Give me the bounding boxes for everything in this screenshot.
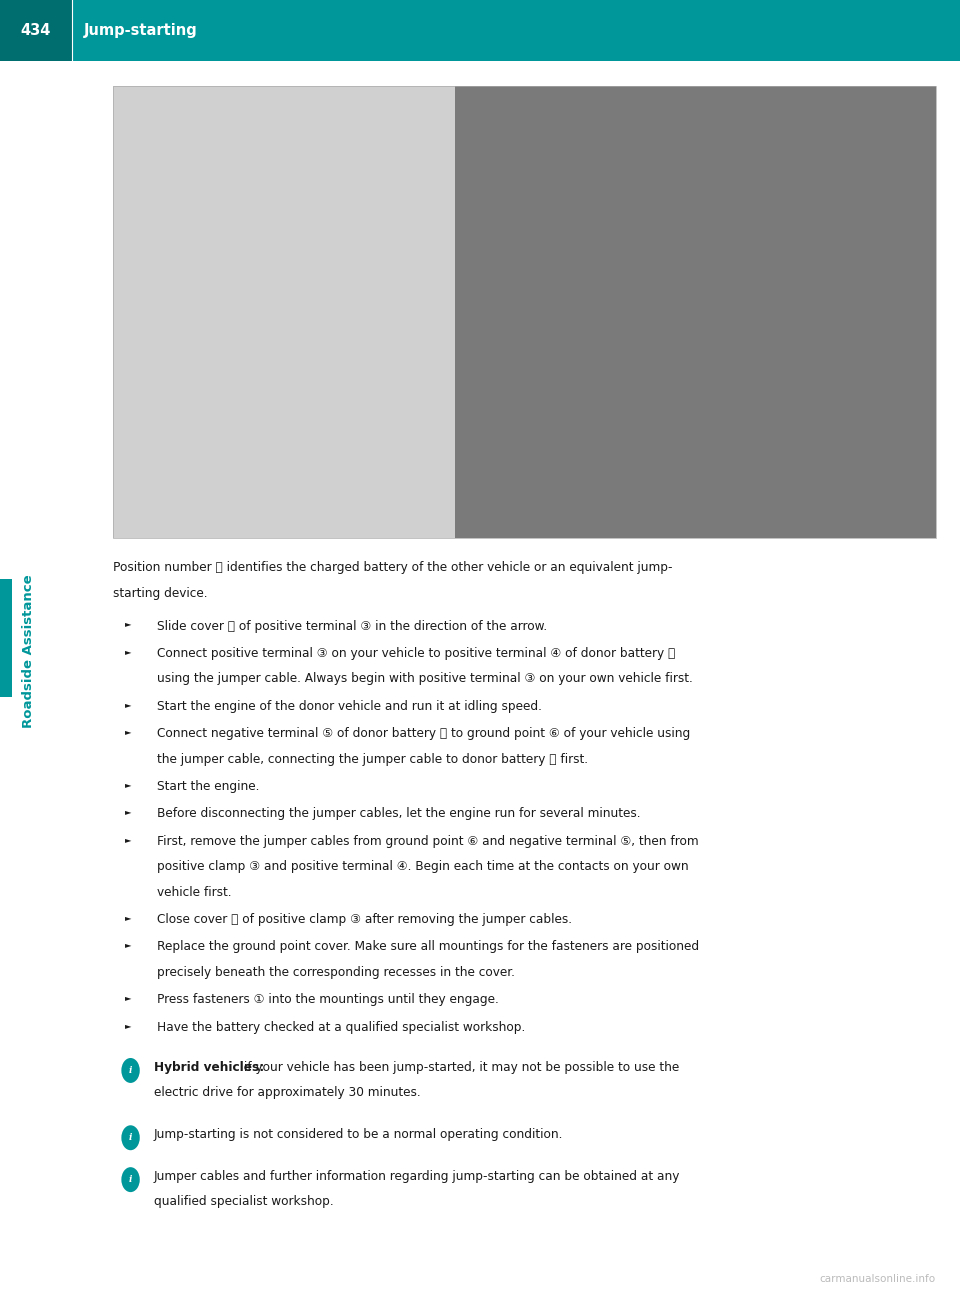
Text: ►: ► — [125, 807, 132, 816]
Text: Connect positive terminal ③ on your vehicle to positive terminal ④ of donor batt: Connect positive terminal ③ on your vehi… — [157, 647, 676, 660]
Bar — [455, 86, 936, 538]
Text: Position number ⓘ identifies the charged battery of the other vehicle or an equi: Position number ⓘ identifies the charged… — [113, 561, 673, 574]
Text: Jumper cables and further information regarding jump-starting can be obtained at: Jumper cables and further information re… — [154, 1170, 680, 1184]
Text: Before disconnecting the jumper cables, let the engine run for several minutes.: Before disconnecting the jumper cables, … — [157, 807, 641, 820]
Text: ►: ► — [125, 913, 132, 922]
Bar — [113, 86, 455, 538]
Text: ►: ► — [125, 728, 132, 736]
Text: Press fasteners ① into the mountings until they engage.: Press fasteners ① into the mountings unt… — [157, 993, 499, 1006]
Text: if your vehicle has been jump-started, it may not be possible to use the: if your vehicle has been jump-started, i… — [240, 1061, 679, 1074]
Text: i: i — [129, 1176, 132, 1184]
Text: 434: 434 — [21, 22, 51, 38]
Text: Hybrid vehicles:: Hybrid vehicles: — [154, 1061, 264, 1074]
Text: ►: ► — [125, 993, 132, 1003]
Text: electric drive for approximately 30 minutes.: electric drive for approximately 30 minu… — [154, 1086, 420, 1099]
Text: precisely beneath the corresponding recesses in the cover.: precisely beneath the corresponding rece… — [157, 966, 516, 979]
Text: Have the battery checked at a qualified specialist workshop.: Have the battery checked at a qualified … — [157, 1021, 526, 1034]
Text: Close cover ⓖ of positive clamp ③ after removing the jumper cables.: Close cover ⓖ of positive clamp ③ after … — [157, 913, 572, 926]
Text: starting device.: starting device. — [113, 586, 207, 599]
Text: ►: ► — [125, 699, 132, 708]
Text: carmanualsonline.info: carmanualsonline.info — [820, 1273, 936, 1284]
Text: Slide cover ⓖ of positive terminal ③ in the direction of the arrow.: Slide cover ⓖ of positive terminal ③ in … — [157, 620, 547, 633]
Text: Replace the ground point cover. Make sure all mountings for the fasteners are po: Replace the ground point cover. Make sur… — [157, 940, 700, 953]
Text: ►: ► — [125, 647, 132, 656]
Bar — [0, 579, 12, 697]
Text: ►: ► — [125, 780, 132, 789]
Text: Start the engine of the donor vehicle and run it at idling speed.: Start the engine of the donor vehicle an… — [157, 699, 542, 712]
Text: ►: ► — [125, 620, 132, 629]
Text: ►: ► — [125, 940, 132, 949]
Text: ►: ► — [125, 1021, 132, 1030]
Circle shape — [121, 1167, 140, 1193]
Text: First, remove the jumper cables from ground point ⑥ and negative terminal ⑤, the: First, remove the jumper cables from gro… — [157, 835, 699, 848]
Text: vehicle first.: vehicle first. — [157, 885, 232, 898]
Bar — [113, 86, 936, 538]
Bar — [0, 0, 960, 60]
Circle shape — [121, 1125, 140, 1150]
Text: ►: ► — [125, 835, 132, 844]
Text: Roadside Assistance: Roadside Assistance — [22, 574, 36, 728]
Text: qualified specialist workshop.: qualified specialist workshop. — [154, 1195, 333, 1208]
Text: Jump-starting: Jump-starting — [84, 22, 197, 38]
Text: the jumper cable, connecting the jumper cable to donor battery ⓘ first.: the jumper cable, connecting the jumper … — [157, 753, 588, 766]
Text: Jump-starting is not considered to be a normal operating condition.: Jump-starting is not considered to be a … — [154, 1128, 563, 1141]
Text: using the jumper cable. Always begin with positive terminal ③ on your own vehicl: using the jumper cable. Always begin wit… — [157, 672, 693, 685]
Text: i: i — [129, 1066, 132, 1075]
Text: Start the engine.: Start the engine. — [157, 780, 260, 793]
Text: Connect negative terminal ⑤ of donor battery ⓘ to ground point ⑥ of your vehicle: Connect negative terminal ⑤ of donor bat… — [157, 728, 690, 741]
Bar — [0, 0, 72, 60]
Circle shape — [121, 1059, 140, 1083]
Text: i: i — [129, 1133, 132, 1142]
Text: positive clamp ③ and positive terminal ④. Begin each time at the contacts on you: positive clamp ③ and positive terminal ④… — [157, 861, 689, 874]
